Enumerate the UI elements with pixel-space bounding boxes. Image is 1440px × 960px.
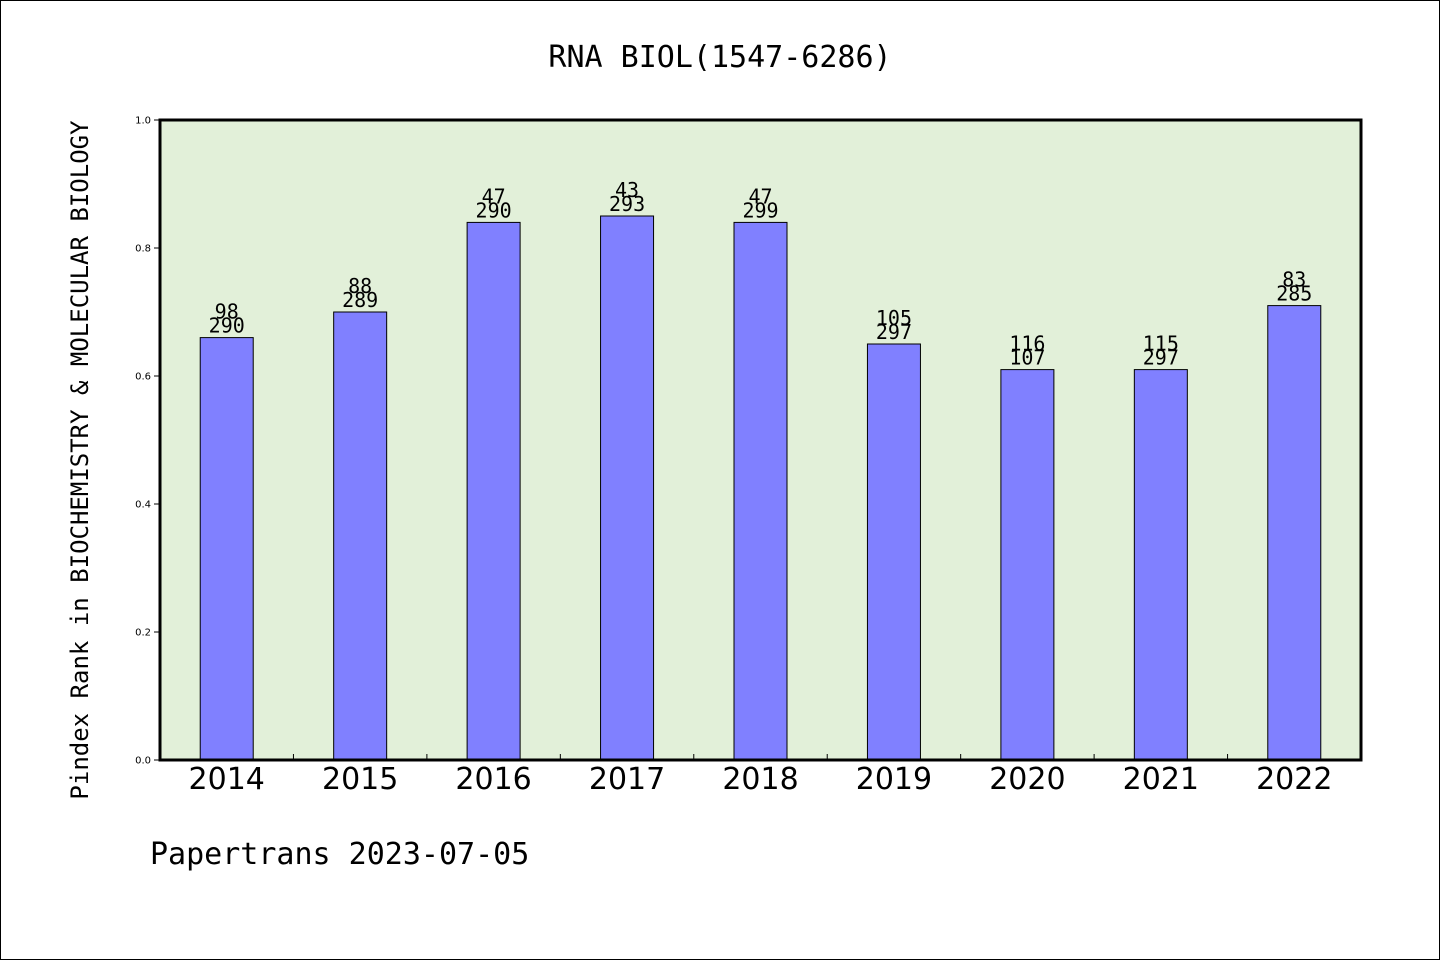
bar-label-bottom: 285 (1276, 282, 1312, 306)
bar-label-bottom: 299 (742, 198, 778, 222)
bar-2018 (733, 221, 788, 761)
bar-label-top: 105 (876, 306, 912, 330)
bar-2019 (866, 343, 921, 761)
bar-2021 (1133, 369, 1188, 761)
plot-border (158, 118, 1363, 762)
bar-label-top: 88 (348, 274, 372, 298)
x-tick-label: 2014 (189, 762, 265, 797)
footer-credit: Papertrans 2023-07-05 (150, 837, 529, 872)
x-tick-label: 2016 (455, 762, 531, 797)
bar-2017 (600, 215, 655, 761)
bar-2022 (1267, 305, 1322, 761)
y-tick-label: 0.6 (135, 372, 151, 383)
x-tick-label: 2020 (989, 762, 1065, 797)
x-tick-label: 2015 (322, 762, 398, 797)
x-tick-label: 2022 (1256, 762, 1332, 797)
bar-label-top: 98 (215, 300, 239, 324)
y-tick-label: 1.0 (135, 116, 151, 127)
y-axis-label: Pindex Rank in BIOCHEMISTRY & MOLECULAR … (66, 120, 94, 800)
bar-label-bottom: 289 (342, 288, 378, 312)
y-tick-label: 0.8 (135, 244, 151, 255)
bar-label-top: 47 (748, 184, 772, 208)
bar-label-bottom: 297 (876, 320, 912, 344)
bar-2020 (1000, 369, 1055, 761)
bar-2014 (199, 337, 254, 761)
x-tick-label: 2019 (856, 762, 932, 797)
bar-label-top: 47 (482, 184, 506, 208)
bar-label-bottom: 293 (609, 192, 645, 216)
bar-label-top: 43 (615, 178, 639, 202)
chart-title: RNA BIOL(1547-6286) (548, 40, 891, 75)
x-axis: 2014 2015 2016 2017 2018 2019 2020 2021 2022 (189, 754, 1332, 797)
bar-label-top: 83 (1282, 268, 1306, 292)
bar-label-bottom: 107 (1009, 346, 1045, 370)
bar-label-top: 115 (1143, 332, 1179, 356)
y-tick-label: 0.4 (135, 500, 151, 511)
bar-2015 (333, 311, 388, 761)
y-axis: 0.0 0.2 0.4 0.6 0.8 1.0 (135, 116, 160, 767)
bar-2016 (466, 221, 521, 761)
y-tick-label: 0.0 (135, 756, 151, 767)
x-tick-label: 2017 (589, 762, 665, 797)
x-tick-label: 2021 (1123, 762, 1199, 797)
bar-label-bottom: 297 (1143, 346, 1179, 370)
bar-label-bottom: 290 (209, 314, 245, 338)
bar-label-bottom: 290 (476, 198, 512, 222)
bar-label-top: 116 (1009, 332, 1045, 356)
y-tick-label: 0.2 (135, 628, 151, 639)
x-tick-label: 2018 (722, 762, 798, 797)
bar-series (199, 215, 1322, 761)
